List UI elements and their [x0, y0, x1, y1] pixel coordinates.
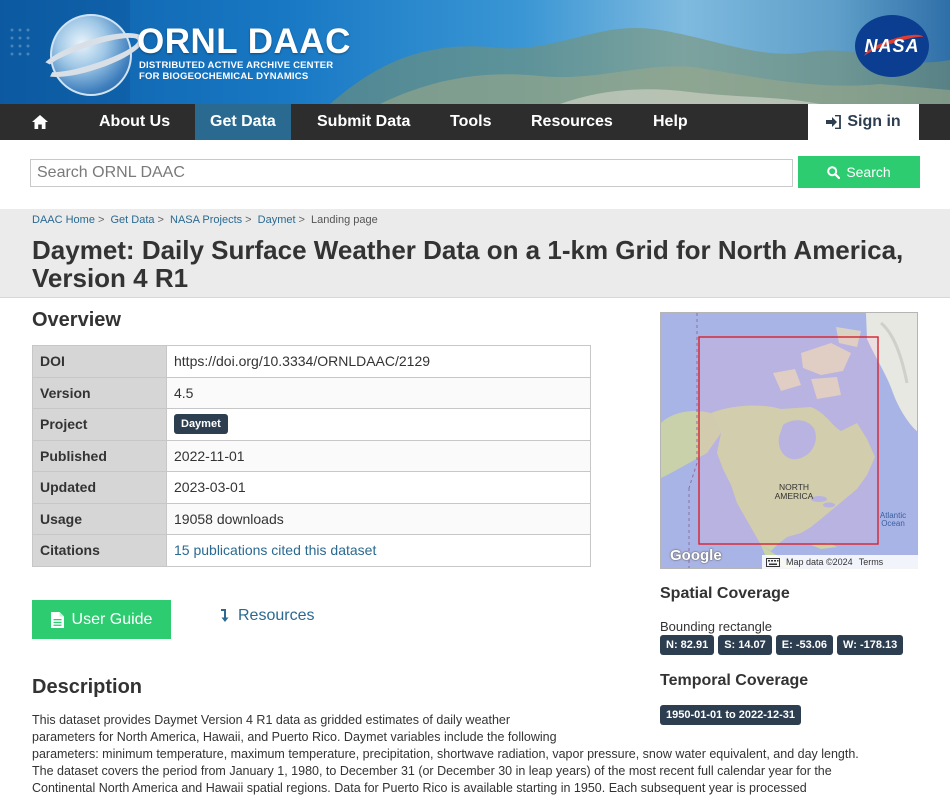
nav-tools[interactable]: Tools: [450, 113, 492, 130]
coord-west-badge: W: -178.13: [837, 635, 904, 655]
resources-link[interactable]: Resources: [220, 607, 314, 625]
search-button[interactable]: Search: [798, 156, 920, 188]
breadcrumb-daymet[interactable]: Daymet: [257, 214, 296, 226]
breadcrumb-get-data[interactable]: Get Data: [110, 214, 155, 226]
description-heading: Description: [32, 676, 143, 698]
coord-north-badge: N: 82.91: [660, 635, 715, 655]
table-row: Project Daymet: [32, 408, 591, 441]
breadcrumb-nasa-projects[interactable]: NASA Projects: [170, 214, 243, 226]
bounding-box-overlay: [698, 336, 879, 545]
user-guide-button[interactable]: User Guide: [32, 600, 171, 639]
table-row: Usage 19058 downloads: [32, 502, 591, 535]
project-badge[interactable]: Daymet: [174, 414, 228, 435]
spatial-coverage-heading: Spatial Coverage: [660, 585, 790, 602]
breadcrumb-separator: >: [298, 214, 305, 226]
map-label-region-1: NORTH: [779, 482, 809, 492]
page-title: Daymet: Daily Surface Weather Data on a …: [32, 235, 904, 293]
table-row: Version 4.5: [32, 376, 591, 409]
breadcrumb: DAAC Home > Get Data > NASA Projects > Daym…: [32, 214, 378, 226]
coord-south-badge: S: 14.07: [718, 635, 772, 655]
breadcrumb-current: Landing page: [311, 214, 378, 226]
breadcrumb-separator: >: [97, 214, 105, 226]
description-line: parameters for North America, Hawaii, an…: [32, 730, 557, 744]
sign-in-label: Sign in: [847, 113, 901, 130]
project-cell: Daymet: [166, 408, 591, 441]
row-label: Usage: [32, 502, 167, 535]
description-line: parameters: minimum temperature, maximum…: [32, 747, 859, 761]
map-label-ocean-2: Ocean: [881, 519, 905, 528]
coordinate-badges: N: 82.91 S: 14.07 E: -53.06 W: -178.13: [660, 635, 904, 655]
nav-resources[interactable]: Resources: [531, 113, 613, 130]
search-button-label: Search: [846, 164, 891, 180]
version-value: 4.5: [166, 376, 591, 409]
table-row: Citations 15 publications cited this dat…: [32, 534, 591, 567]
description-line: This dataset provides Daymet Version 4 R…: [32, 713, 511, 727]
site-logo-subtitle-1: DISTRIBUTED ACTIVE ARCHIVE CENTER: [139, 60, 334, 71]
row-label: DOI: [32, 345, 167, 378]
table-row: Published 2022-11-01: [32, 439, 591, 472]
nav-home-button[interactable]: [22, 104, 58, 140]
nav-get-data[interactable]: Get Data: [195, 104, 291, 140]
overview-heading: Overview: [32, 309, 121, 331]
site-logo-subtitle-2: FOR BIOGEOCHEMICAL DYNAMICS: [139, 71, 309, 82]
search-icon: [827, 165, 841, 179]
title-band: [0, 209, 950, 298]
map-label-region-2: AMERICA: [775, 491, 814, 501]
map-canvas: NORTH AMERICA Atlantic Ocean: [661, 313, 917, 568]
breadcrumb-separator: >: [157, 214, 164, 226]
breadcrumb-daac-home[interactable]: DAAC Home: [32, 214, 95, 226]
published-value: 2022-11-01: [166, 439, 591, 472]
row-label: Updated: [32, 471, 167, 504]
table-row: Updated 2023-03-01: [32, 471, 591, 504]
citations-cell: 15 publications cited this dataset: [166, 534, 591, 567]
nasa-logo[interactable]: NASA: [855, 15, 929, 77]
user-guide-label: User Guide: [71, 610, 153, 628]
sign-in-icon: [826, 115, 842, 129]
row-label: Citations: [32, 534, 167, 567]
map-label-ocean-1: Atlantic: [880, 511, 906, 520]
map-terms-link[interactable]: Terms: [858, 557, 884, 567]
temporal-range-badge: 1950-01-01 to 2022-12-31: [660, 705, 802, 725]
overview-table: DOI https://doi.org/10.3334/ORNLDAAC/212…: [32, 345, 591, 567]
resources-label: Resources: [238, 607, 315, 624]
document-icon: [50, 611, 64, 628]
description-line: The dataset covers the period from Janua…: [32, 764, 832, 778]
nav-help[interactable]: Help: [653, 113, 688, 130]
description-text: This dataset provides Daymet Version 4 R…: [32, 712, 922, 797]
ornl-globe-icon: [50, 14, 132, 96]
doi-value: https://doi.org/10.3334/ORNLDAAC/2129: [166, 345, 591, 378]
updated-value: 2023-03-01: [166, 471, 591, 504]
table-row: DOI https://doi.org/10.3334/ORNLDAAC/212…: [32, 345, 591, 378]
temporal-coverage-heading: Temporal Coverage: [660, 672, 809, 689]
nav-submit-data[interactable]: Submit Data: [317, 113, 411, 130]
google-logo[interactable]: Google: [670, 547, 722, 564]
row-label: Published: [32, 439, 167, 472]
citations-link[interactable]: 15 publications cited this dataset: [174, 542, 377, 559]
arrow-down-icon: [221, 609, 229, 622]
keyboard-icon[interactable]: [766, 557, 780, 567]
breadcrumb-separator: >: [245, 214, 252, 226]
nasa-logo-text: NASA: [864, 35, 920, 56]
sign-in-button[interactable]: Sign in: [808, 104, 919, 140]
home-icon: [32, 115, 48, 129]
map-attribution-bar: Map data ©2024 Terms: [762, 555, 918, 569]
description-line: Continental North America and Hawaii spa…: [32, 781, 807, 795]
row-label: Version: [32, 376, 167, 409]
search-input[interactable]: [30, 159, 793, 187]
row-label: Project: [32, 408, 167, 441]
nav-about-us[interactable]: About Us: [99, 113, 171, 130]
usage-value: 19058 downloads: [166, 502, 591, 535]
main-nav: About Us Get Data Submit Data Tools Reso…: [0, 104, 950, 140]
coverage-map[interactable]: NORTH AMERICA Atlantic Ocean: [660, 312, 918, 569]
map-attribution: Map data ©2024: [786, 557, 853, 567]
site-logo-title[interactable]: ORNL DAAC: [137, 22, 351, 61]
coord-east-badge: E: -53.06: [775, 635, 834, 655]
bounding-rectangle-label: Bounding rectangle: [660, 619, 773, 634]
site-banner: ORNL DAAC DISTRIBUTED ACTIVE ARCHIVE CEN…: [0, 0, 950, 104]
